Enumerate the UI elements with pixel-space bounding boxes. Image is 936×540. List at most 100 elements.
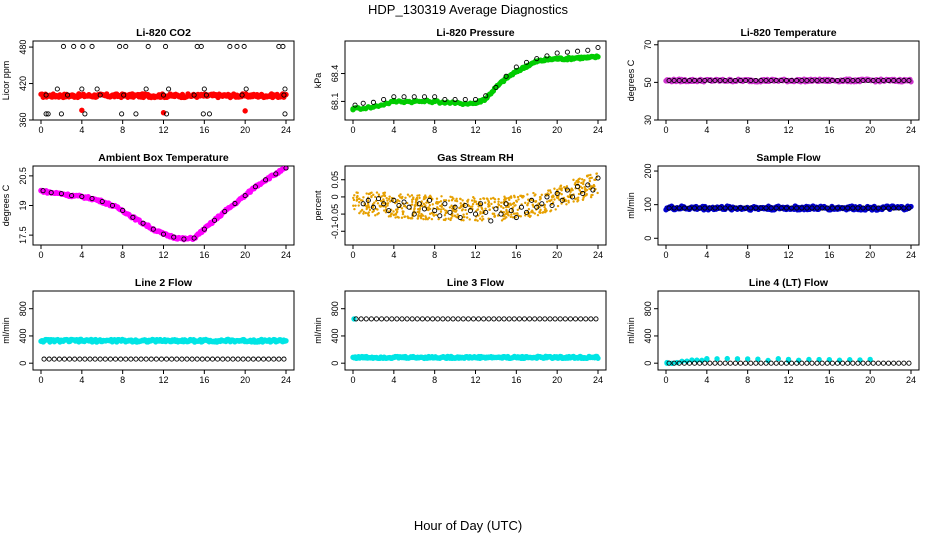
data-point xyxy=(375,207,378,211)
data-point xyxy=(686,360,693,366)
data-point xyxy=(783,205,790,211)
data-point xyxy=(548,189,552,192)
data-point xyxy=(773,77,779,84)
data-point xyxy=(589,173,592,177)
data-point xyxy=(398,199,401,203)
data-point xyxy=(465,316,471,322)
data-point xyxy=(410,198,414,202)
data-point xyxy=(516,316,522,322)
data-point xyxy=(153,356,159,362)
data-point xyxy=(450,204,453,207)
data-point xyxy=(242,108,248,114)
data-point xyxy=(203,92,209,98)
data-point xyxy=(500,219,504,222)
data-point xyxy=(242,193,248,199)
data-point xyxy=(444,211,447,215)
data-point xyxy=(459,202,462,205)
data-point xyxy=(493,200,496,204)
data-point xyxy=(870,77,876,84)
data-point xyxy=(896,77,902,84)
data-point xyxy=(367,211,371,214)
data-point xyxy=(511,216,515,219)
data-point xyxy=(592,185,596,188)
data-point xyxy=(809,360,815,366)
data-point xyxy=(128,356,134,362)
data-point xyxy=(671,77,677,84)
data-point xyxy=(865,205,871,211)
data-point xyxy=(80,43,86,50)
data-area xyxy=(663,76,914,85)
x-tick-label: 16 xyxy=(199,250,209,260)
x-tick-label: 0 xyxy=(350,125,355,135)
data-point xyxy=(109,202,116,209)
data-point xyxy=(443,214,447,217)
data-point xyxy=(450,316,456,322)
y-tick-label: 0.05 xyxy=(330,171,340,189)
data-point xyxy=(552,316,558,322)
y-tick-label: 0 xyxy=(18,361,28,366)
y-tick-label: -0.1 xyxy=(330,224,340,240)
series-2 xyxy=(360,175,601,224)
x-tick-label: 12 xyxy=(158,375,168,385)
data-point xyxy=(61,356,68,362)
data-point xyxy=(743,205,749,211)
data-point xyxy=(366,199,370,203)
data-point xyxy=(439,210,443,213)
x-tick-label: 0 xyxy=(38,125,43,135)
x-tick-label: 16 xyxy=(824,250,834,260)
data-point xyxy=(493,206,499,212)
data-point xyxy=(87,356,93,362)
data-point xyxy=(64,92,71,98)
x-tick-label: 20 xyxy=(865,125,875,135)
data-point xyxy=(479,210,482,214)
data-point xyxy=(422,217,425,221)
data-point xyxy=(468,218,471,221)
data-point xyxy=(556,204,560,208)
data-point xyxy=(160,231,167,237)
data-point xyxy=(118,356,124,362)
data-point xyxy=(372,193,375,197)
data-point xyxy=(123,356,129,362)
y-tick-label: 800 xyxy=(330,301,340,316)
data-point xyxy=(357,197,361,201)
data-point xyxy=(418,196,421,200)
data-point xyxy=(727,205,733,211)
data-point xyxy=(547,189,550,192)
data-point xyxy=(799,205,805,211)
data-point xyxy=(225,356,231,362)
data-point xyxy=(72,356,78,362)
data-point xyxy=(512,212,516,215)
data-point xyxy=(442,199,446,202)
data-point xyxy=(461,208,464,211)
data-point xyxy=(370,204,376,210)
data-point xyxy=(99,198,105,205)
x-tick-label: 4 xyxy=(79,375,84,385)
data-point xyxy=(727,77,733,84)
data-point xyxy=(439,204,442,208)
series-2 xyxy=(352,44,601,108)
data-point xyxy=(855,360,861,366)
data-point xyxy=(587,174,590,177)
data-point xyxy=(455,197,458,201)
data-point xyxy=(89,196,95,202)
data-point xyxy=(753,360,759,366)
series-2 xyxy=(40,166,289,242)
data-point xyxy=(692,360,698,366)
data-point xyxy=(576,181,580,184)
data-point xyxy=(585,182,591,188)
data-point xyxy=(395,210,399,213)
x-tick-label: 24 xyxy=(593,250,603,260)
data-point xyxy=(421,206,428,212)
data-point xyxy=(399,316,405,322)
data-point xyxy=(82,356,88,362)
data-point xyxy=(502,217,505,221)
data-point xyxy=(200,111,206,117)
data-point xyxy=(509,203,513,207)
y-tick-label: 0 xyxy=(330,361,340,366)
data-point xyxy=(520,194,523,198)
data-point xyxy=(483,201,487,204)
data-point xyxy=(404,316,410,322)
data-point xyxy=(158,356,165,362)
data-point xyxy=(516,208,519,212)
data-point xyxy=(512,194,516,197)
